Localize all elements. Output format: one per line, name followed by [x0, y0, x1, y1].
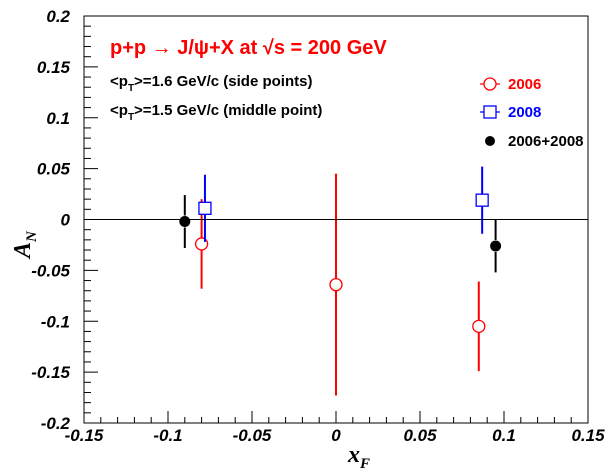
- legend-marker: [483, 105, 497, 119]
- x-tick-label: 0.05: [403, 426, 437, 445]
- legend-marker: [483, 77, 497, 91]
- y-tick-label: -0.05: [31, 261, 70, 280]
- axes: [83, 15, 589, 424]
- data-point-filled: [179, 216, 191, 228]
- legend-label: 2006+2008: [508, 133, 584, 150]
- chart-labels: -0.15 -0.1 -0.05 0 0.05 0.1 0.15-0.2-0.15-0.1-…: [10, 7, 605, 468]
- data-point-circle: [472, 319, 486, 333]
- legend-marker: [485, 136, 495, 146]
- x-tick-label: 0.15: [571, 426, 605, 445]
- y-tick-label: -0.2: [41, 414, 71, 433]
- legend-label: 2006: [508, 76, 541, 93]
- plot-marks: [179, 166, 502, 396]
- y-tick-label: 0: [61, 211, 71, 230]
- data-point-circle: [329, 277, 343, 292]
- x-tick-label: -0.05: [233, 426, 272, 445]
- annotation-text: <pT>=1.5 GeV/c (middle point): [110, 102, 322, 123]
- legend: 2006 2008 2006+2008: [480, 76, 584, 150]
- x-tick-label: 0: [331, 426, 341, 445]
- x-tick-label: -0.15: [65, 426, 104, 445]
- annotation-text: <pT>=1.6 GeV/c (side points): [110, 73, 312, 94]
- y-tick-label: 0.05: [37, 160, 71, 179]
- x-tick-label: 0.1: [492, 426, 516, 445]
- y-axis-label: AN: [10, 230, 40, 260]
- data-point-filled: [490, 240, 502, 252]
- x-axis-label: xF: [347, 442, 370, 468]
- data-point-square: [198, 201, 212, 215]
- chart-title: p+p → J/ψ+X at √s = 200 GeV: [110, 37, 387, 59]
- x-tick-label: -0.1: [153, 426, 182, 445]
- data-point-square: [475, 193, 489, 207]
- y-tick-label: 0.2: [46, 7, 70, 26]
- y-tick-label: -0.1: [41, 312, 70, 331]
- legend-label: 2008: [508, 104, 541, 121]
- y-tick-label: -0.15: [31, 363, 70, 382]
- y-tick-label: 0.1: [46, 109, 70, 128]
- y-tick-label: 0.15: [37, 58, 71, 77]
